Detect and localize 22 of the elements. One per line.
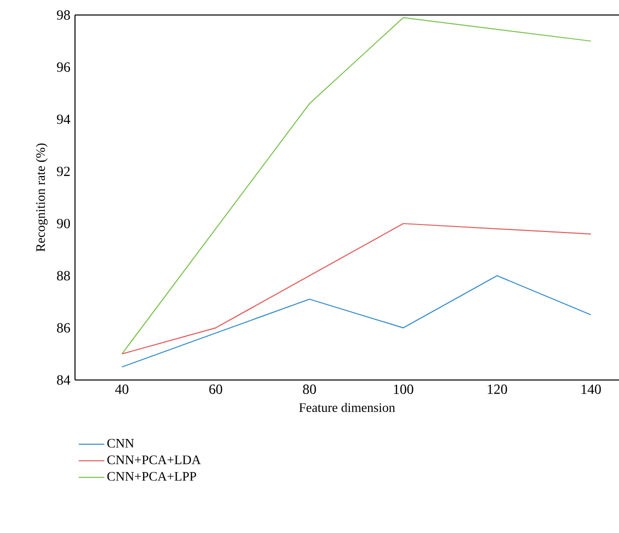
y-tick-label: 98 — [56, 10, 70, 20]
x-axis-title: Feature dimension — [299, 402, 396, 412]
y-tick-label: 94 — [56, 114, 70, 124]
y-tick-label: 90 — [56, 218, 70, 228]
legend-label: CNN+PCA+LPP — [107, 472, 196, 481]
line-series — [121, 17, 592, 354]
y-tick-label: 88 — [57, 270, 70, 280]
x-tick-label: 140 — [582, 384, 601, 394]
legend-label: CNN+PCA+LDA — [107, 455, 201, 464]
x-tick-label: 80 — [303, 384, 316, 394]
line-series — [121, 275, 592, 368]
legend-label: CNN — [107, 438, 134, 448]
line-series — [121, 223, 592, 354]
x-tick-label: 120 — [488, 384, 508, 394]
x-tick-label: 60 — [209, 384, 222, 394]
y-axis-title: Recognition rate (%) — [36, 144, 48, 252]
y-tick-label: 84 — [57, 375, 70, 385]
y-tick-label: 96 — [56, 62, 70, 72]
x-tick-label: 100 — [394, 384, 414, 394]
y-tick-label: 92 — [56, 166, 70, 176]
y-tick-label: 86 — [57, 323, 70, 333]
x-tick-label: 40 — [115, 384, 128, 394]
